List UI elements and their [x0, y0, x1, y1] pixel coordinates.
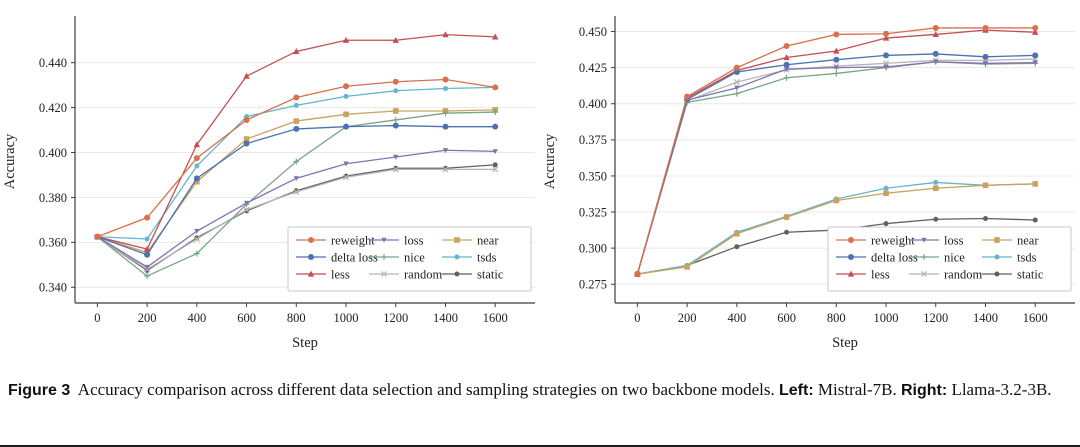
- legend-label-loss: loss: [404, 233, 424, 247]
- x-tick-label: 200: [678, 311, 697, 325]
- right-chart-svg: 0.275 0.300 0.325 0.350 0.375 0.400 0.425 0.450…: [542, 16, 1075, 351]
- x-tick-label: 1200: [383, 311, 408, 325]
- y-tick-label: 0.440: [39, 56, 67, 70]
- legend-label-static: static: [477, 267, 504, 281]
- y-axis-label: Accuracy: [2, 133, 18, 189]
- x-tick-label: 1600: [1023, 311, 1048, 325]
- x-axis-label: Step: [292, 335, 318, 351]
- y-tick-label: 0.425: [579, 61, 607, 75]
- x-tick-label: 1400: [973, 311, 998, 325]
- legend-label-delta-loss: delta loss: [871, 250, 918, 264]
- legend: reweight delta loss less loss nice random near…: [827, 226, 1072, 292]
- legend-label-tsds: tsds: [1017, 250, 1037, 264]
- x-tick-label: 600: [237, 311, 256, 325]
- x-tick-label: 0: [94, 311, 100, 325]
- x-tick-label: 1400: [433, 311, 458, 325]
- x-tick-label: 1000: [334, 311, 359, 325]
- caption-left-value: Mistral-7B.: [817, 380, 897, 399]
- legend-label-tsds: tsds: [477, 250, 497, 264]
- y-tick-label: 0.360: [39, 236, 67, 250]
- x-tick-label: 200: [138, 311, 157, 325]
- figure-caption: Figure 3 Accuracy comparison across diff…: [0, 365, 1080, 404]
- series-line-less: [97, 33, 496, 250]
- x-tick-label: 800: [287, 311, 306, 325]
- legend-label-static: static: [1017, 267, 1044, 281]
- x-tick-label: 400: [187, 311, 206, 325]
- caption-body: Accuracy comparison across different dat…: [77, 380, 775, 399]
- legend-label-near: near: [477, 233, 499, 247]
- x-tick-label: 0: [634, 311, 640, 325]
- legend-label-random: random: [404, 267, 442, 281]
- y-tick-label: 0.340: [39, 281, 67, 295]
- legend-label-nice: nice: [404, 250, 425, 264]
- legend-label-less: less: [331, 267, 350, 281]
- section-divider-rule: [0, 445, 1080, 447]
- right-chart-llama-3-2-3b: 0.275 0.300 0.325 0.350 0.375 0.400 0.425 0.450…: [540, 0, 1080, 365]
- x-axis-label: Step: [832, 335, 858, 351]
- left-chart-svg: 0.340 0.360 0.380 0.400 0.420 0.440 0 200 400 600…: [2, 16, 535, 351]
- y-tick-label: 0.325: [579, 205, 607, 219]
- y-tick-label: 0.400: [579, 97, 607, 111]
- legend-label-reweight: reweight: [331, 233, 375, 247]
- caption-figure-tag: Figure 3: [8, 382, 71, 399]
- y-tick-label: 0.450: [579, 25, 607, 39]
- legend-label-less: less: [871, 267, 890, 281]
- legend-label-loss: loss: [944, 233, 964, 247]
- y-tick-label: 0.275: [579, 278, 607, 292]
- left-chart-mistral-7b: 0.340 0.360 0.380 0.400 0.420 0.440 0 200 400 600…: [0, 0, 540, 365]
- legend: reweight delta loss less loss nice random near…: [287, 226, 532, 292]
- x-tick-label: 400: [727, 311, 746, 325]
- x-tick-label: 800: [827, 311, 846, 325]
- caption-left-label: Left:: [778, 382, 814, 399]
- x-tick-label: 1600: [483, 311, 508, 325]
- y-tick-label: 0.350: [579, 169, 607, 183]
- caption-right-value: Llama-3.2-3B.: [951, 380, 1052, 399]
- x-tick-label: 1200: [923, 311, 948, 325]
- legend-label-random: random: [944, 267, 982, 281]
- y-tick-label: 0.380: [39, 191, 67, 205]
- legend-label-delta-loss: delta loss: [331, 250, 378, 264]
- legend-label-near: near: [1017, 233, 1039, 247]
- x-tick-label: 1000: [874, 311, 899, 325]
- caption-right-label: Right:: [901, 382, 948, 399]
- y-tick-label: 0.375: [579, 133, 607, 147]
- y-axis-label: Accuracy: [542, 133, 558, 189]
- x-tick-label: 600: [777, 311, 796, 325]
- y-tick-label: 0.300: [579, 242, 607, 256]
- legend-label-reweight: reweight: [871, 233, 915, 247]
- legend-label-nice: nice: [944, 250, 965, 264]
- figure-panels: 0.340 0.360 0.380 0.400 0.420 0.440 0 200 400 600…: [0, 0, 1080, 365]
- y-tick-label: 0.420: [39, 101, 67, 115]
- y-tick-label: 0.400: [39, 146, 67, 160]
